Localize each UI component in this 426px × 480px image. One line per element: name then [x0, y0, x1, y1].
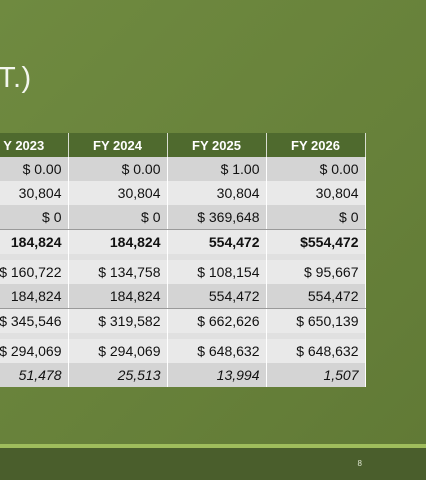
table-cell: $ 369,648 — [167, 205, 267, 230]
table-cell: $ 0 — [266, 205, 366, 230]
table-cell: 1,507 — [266, 363, 366, 387]
table-cell: $ 0 — [68, 205, 168, 230]
table-cell: $ 160,722 — [0, 260, 69, 284]
slide-title: T.) — [0, 62, 32, 94]
table-cell: 184,824 — [68, 229, 168, 254]
table-header-row: Y 2023 FY 2024 FY 2025 FY 2026 — [0, 133, 366, 157]
table-row: $ 294,069 $ 294,069 $ 648,632 $ 648,632 — [0, 339, 366, 363]
table-cell: $ 662,626 — [167, 308, 267, 333]
table-cell: $ 345,546 — [0, 308, 69, 333]
header-fy2023: Y 2023 — [0, 133, 69, 157]
table-cell: 25,513 — [68, 363, 168, 387]
table-row-total: 184,824 184,824 554,472 $554,472 — [0, 229, 366, 254]
table-cell: $ 0.00 — [266, 157, 366, 181]
slide-footer: 8 — [0, 448, 426, 480]
table-row: 51,478 25,513 13,994 1,507 — [0, 363, 366, 387]
table-cell — [0, 333, 69, 339]
table-cell — [266, 254, 366, 260]
table-cell — [0, 254, 69, 260]
table-cell — [167, 254, 267, 260]
table-cell: 30,804 — [68, 181, 168, 205]
table-cell: $ 95,667 — [266, 260, 366, 284]
table-row: 184,824 184,824 554,472 554,472 — [0, 284, 366, 309]
table-row: $ 0 $ 0 $ 369,648 $ 0 — [0, 205, 366, 230]
footer-divider — [0, 444, 426, 448]
table-cell: $554,472 — [266, 229, 366, 254]
table-cell: $ 134,758 — [68, 260, 168, 284]
table-cell: $ 648,632 — [167, 339, 267, 363]
table-cell: 30,804 — [167, 181, 267, 205]
table-cell: $ 0 — [0, 205, 69, 230]
table-cell: 51,478 — [0, 363, 69, 387]
financial-table: Y 2023 FY 2024 FY 2025 FY 2026 $ 0.00 $ … — [0, 133, 366, 387]
table-cell: 13,994 — [167, 363, 267, 387]
table-cell: 30,804 — [0, 181, 69, 205]
table-cell: $ 0.00 — [0, 157, 69, 181]
table-cell: 184,824 — [68, 284, 168, 309]
table-cell — [68, 333, 168, 339]
table-cell: 554,472 — [266, 284, 366, 309]
header-fy2024: FY 2024 — [68, 133, 168, 157]
table-cell: $ 1.00 — [167, 157, 267, 181]
table-cell — [167, 333, 267, 339]
table-row: $ 345,546 $ 319,582 $ 662,626 $ 650,139 — [0, 308, 366, 333]
table-cell: 554,472 — [167, 284, 267, 309]
table-row: $ 0.00 $ 0.00 $ 1.00 $ 0.00 — [0, 157, 366, 181]
table-cell: $ 108,154 — [167, 260, 267, 284]
table-row: 30,804 30,804 30,804 30,804 — [0, 181, 366, 205]
table-cell — [68, 254, 168, 260]
header-fy2026: FY 2026 — [266, 133, 366, 157]
table-row: $ 160,722 $ 134,758 $ 108,154 $ 95,667 — [0, 260, 366, 284]
table-cell — [266, 333, 366, 339]
table-spacer-row — [0, 333, 366, 339]
table-cell: $ 294,069 — [68, 339, 168, 363]
table-cell: $ 319,582 — [68, 308, 168, 333]
table-cell: $ 0.00 — [68, 157, 168, 181]
table-cell: 30,804 — [266, 181, 366, 205]
table-cell: 554,472 — [167, 229, 267, 254]
table-cell: 184,824 — [0, 284, 69, 309]
header-fy2025: FY 2025 — [167, 133, 267, 157]
table-cell: 184,824 — [0, 229, 69, 254]
page-number: 8 — [357, 459, 362, 468]
table-cell: $ 294,069 — [0, 339, 69, 363]
table-cell: $ 648,632 — [266, 339, 366, 363]
table-cell: $ 650,139 — [266, 308, 366, 333]
table-spacer-row — [0, 254, 366, 260]
